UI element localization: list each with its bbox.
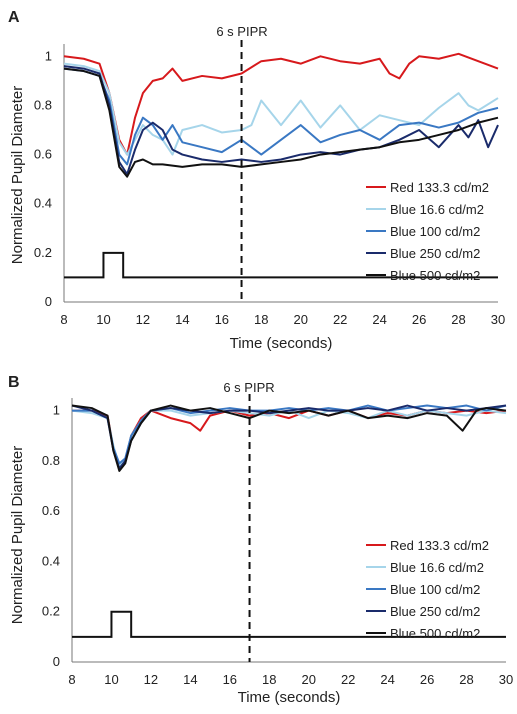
panel-b-x-axis-title: Time (seconds) <box>238 689 341 706</box>
panel-a-x-tick-label: 20 <box>293 312 307 327</box>
panel-b-y-tick-label: 0.4 <box>42 553 60 568</box>
panel-a-label: A <box>8 9 20 26</box>
panel-b-legend: Red 133.3 cd/m2 Blue 16.6 cd/m2 Blue 100… <box>366 538 489 641</box>
panel-b-x-tick-label: 12 <box>144 672 158 687</box>
panel-a-y-tick-label: 0.6 <box>34 147 52 162</box>
panel-b-x-tick-label: 10 <box>104 672 118 687</box>
legend-label-blue-16-6: Blue 16.6 cd/m2 <box>390 202 484 217</box>
legend-label-blue-500: Blue 500 cd/m2 <box>390 268 480 283</box>
panel-a-x-tick-label: 28 <box>451 312 465 327</box>
panel-a-x-tick-label: 24 <box>372 312 386 327</box>
panel-a-series-blue-16-6-cd-m2 <box>63 62 499 156</box>
legend-label-blue-100: Blue 100 cd/m2 <box>390 582 480 597</box>
panel-a-y-tick-label: 0 <box>45 294 52 309</box>
legend-label-red-133: Red 133.3 cd/m2 <box>390 180 489 195</box>
panel-a-x-tick-label: 16 <box>215 312 229 327</box>
panel-b-y-tick-label: 0.2 <box>42 604 60 619</box>
panel-b-label: B <box>8 374 20 391</box>
panel-a-series-blue-250-cd-m2 <box>63 65 499 176</box>
panel-b-y-axis-title: Normalized Pupil Diameter <box>9 446 26 624</box>
panel-a-legend: Red 133.3 cd/m2 Blue 16.6 cd/m2 Blue 100… <box>366 180 489 283</box>
panel-b-x-tick-label: 22 <box>341 672 355 687</box>
panel-a-x-tick-label: 12 <box>136 312 150 327</box>
legend-label-blue-100: Blue 100 cd/m2 <box>390 224 480 239</box>
panel-b-stimulus-trace <box>72 610 506 638</box>
panel-b-y-tick-label: 0 <box>53 654 60 669</box>
panel-a-y-tick-label: 0.4 <box>34 196 52 211</box>
panel-b-series-blue-16-6-cd-m2 <box>71 409 507 467</box>
panel-a-x-tick-label: 18 <box>254 312 268 327</box>
panel-a-y-tick-label: 0.8 <box>34 97 52 112</box>
panel-a-x-tick-label: 22 <box>333 312 347 327</box>
panel-a-x-tick-label: 14 <box>175 312 189 327</box>
panel-b-series-red-133-3-cd-m2 <box>72 409 507 470</box>
legend-label-blue-250: Blue 250 cd/m2 <box>390 246 480 261</box>
legend-label-blue-500: Blue 500 cd/m2 <box>390 626 480 641</box>
panel-a-stimulus-trace <box>64 251 498 279</box>
panel-b-y-tick-label: 0.8 <box>42 453 60 468</box>
panel-b-x-tick-label: 8 <box>68 672 75 687</box>
panel-b-x-tick-label: 24 <box>380 672 394 687</box>
panel-b-y-tick-label: 1 <box>53 403 60 418</box>
panel-a-plot-area: 00.20.40.60.818 10 12 14 16 18 20 22 24 26 28 30 <box>34 40 505 327</box>
panel-b-x-tick-label: 20 <box>301 672 315 687</box>
legend-label-blue-250: Blue 250 cd/m2 <box>390 604 480 619</box>
panel-a-pipr-annotation: 6 s PIPR <box>216 24 267 39</box>
panel-b-pipr-annotation: 6 s PIPR <box>223 380 274 395</box>
panel-a-y-tick-label: 0.2 <box>34 245 52 260</box>
panel-a-x-tick-label: 10 <box>96 312 110 327</box>
panel-a-series-blue-100-cd-m2 <box>63 67 499 166</box>
panel-b-x-tick-label: 16 <box>223 672 237 687</box>
panel-b-x-tick-label: 18 <box>262 672 276 687</box>
panel-b-x-tick-label: 30 <box>499 672 513 687</box>
panel-b-x-tick-label: 28 <box>459 672 473 687</box>
panel-b-y-tick-label: 0.6 <box>42 503 60 518</box>
panel-b-x-tick-label: 14 <box>183 672 197 687</box>
panel-a-x-tick-label: 26 <box>412 312 426 327</box>
panel-a-x-axis-title: Time (seconds) <box>230 335 333 352</box>
panel-a-x-tick-label: 8 <box>60 312 67 327</box>
panel-b-plot-area: 00.20.40.60.818 10 12 14 16 18 20 22 24 26 28 30 <box>42 394 513 687</box>
panel-a: A Normalized Pupil Diameter Time (second… <box>8 9 505 352</box>
legend-label-blue-16-6: Blue 16.6 cd/m2 <box>390 560 484 575</box>
panel-a-x-tick-label: 30 <box>491 312 505 327</box>
panel-a-y-tick-label: 1 <box>45 48 52 63</box>
panel-b-series-blue-500-cd-m2 <box>71 404 507 472</box>
panel-b-x-tick-label: 26 <box>420 672 434 687</box>
panel-b: B Normalized Pupil Diameter Time (second… <box>8 374 513 706</box>
legend-label-red-133: Red 133.3 cd/m2 <box>390 538 489 553</box>
panel-a-y-axis-title: Normalized Pupil Diameter <box>9 86 26 264</box>
